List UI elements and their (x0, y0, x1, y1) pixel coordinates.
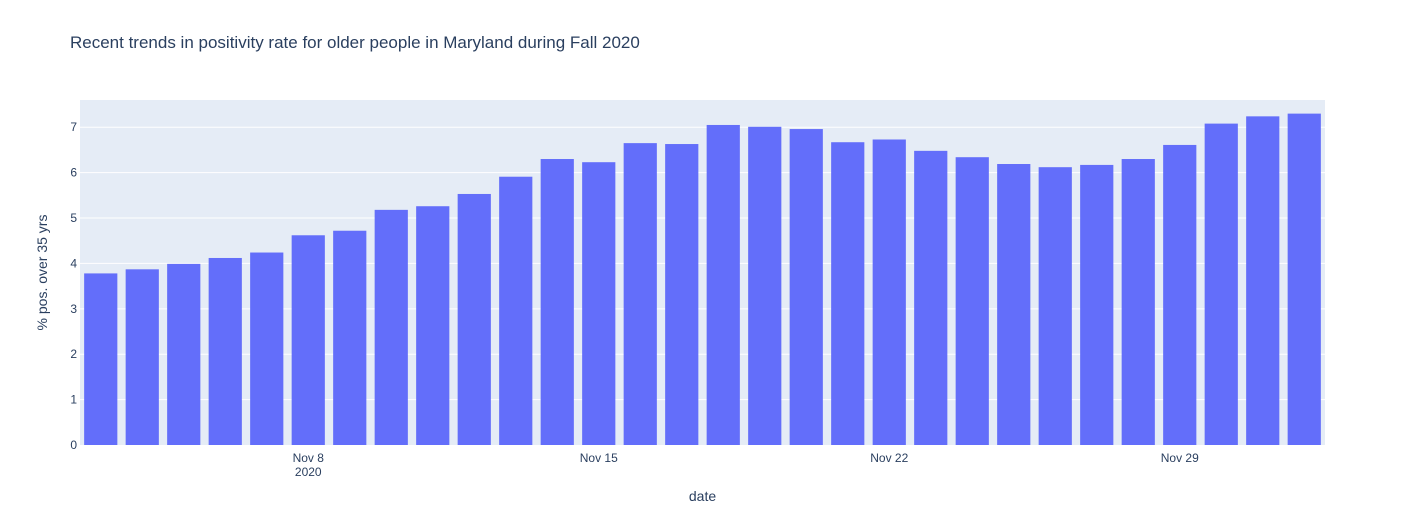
y-tick-label: 1 (70, 393, 77, 407)
x-tick-label: Nov 15 (580, 451, 618, 465)
x-tick-label: Nov 29 (1161, 451, 1199, 465)
bar[interactable] (540, 159, 574, 445)
y-tick-label: 3 (70, 302, 77, 316)
bar[interactable] (333, 230, 367, 445)
bar[interactable] (416, 206, 450, 445)
bar[interactable] (789, 129, 823, 446)
y-tick-label: 7 (70, 120, 77, 134)
bar[interactable] (1246, 116, 1280, 445)
bar[interactable] (582, 162, 616, 445)
x-tick-sublabel: 2020 (295, 465, 322, 479)
plot-area (80, 100, 1325, 445)
bar[interactable] (997, 164, 1031, 445)
y-tick-label: 5 (70, 211, 77, 225)
y-tick-label: 2 (70, 347, 77, 361)
bar[interactable] (1163, 144, 1197, 445)
gridlines (80, 126, 1325, 401)
bar[interactable] (84, 273, 118, 445)
bar[interactable] (1121, 159, 1155, 445)
chart-title: Recent trends in positivity rate for old… (70, 33, 640, 52)
bar[interactable] (623, 143, 657, 445)
bar[interactable] (831, 142, 865, 445)
bar[interactable] (167, 263, 201, 445)
bar[interactable] (291, 235, 325, 445)
bar[interactable] (374, 209, 408, 445)
bar[interactable] (914, 150, 948, 445)
y-axis-ticks: 0 1 2 3 4 5 6 7 (70, 120, 77, 452)
bar[interactable] (872, 139, 906, 446)
bar[interactable] (955, 157, 989, 445)
bar[interactable] (706, 124, 740, 445)
bar[interactable] (457, 193, 491, 445)
bar[interactable] (208, 257, 242, 445)
bar[interactable] (499, 176, 533, 445)
x-tick-label: Nov 8 (293, 451, 325, 465)
bar[interactable] (1038, 167, 1072, 445)
bars (84, 113, 1321, 446)
bar[interactable] (665, 144, 699, 445)
bar[interactable] (1287, 113, 1321, 446)
y-tick-label: 0 (70, 438, 77, 452)
bar[interactable] (125, 269, 159, 445)
y-tick-label: 6 (70, 166, 77, 180)
x-tick-label: Nov 22 (870, 451, 908, 465)
bar[interactable] (250, 252, 284, 445)
bar[interactable] (1204, 123, 1238, 446)
bar[interactable] (748, 126, 782, 445)
y-axis-title: % pos. over 35 yrs (34, 215, 50, 331)
x-axis-title: date (689, 488, 716, 504)
y-tick-label: 4 (70, 256, 77, 270)
bar[interactable] (1080, 164, 1114, 445)
